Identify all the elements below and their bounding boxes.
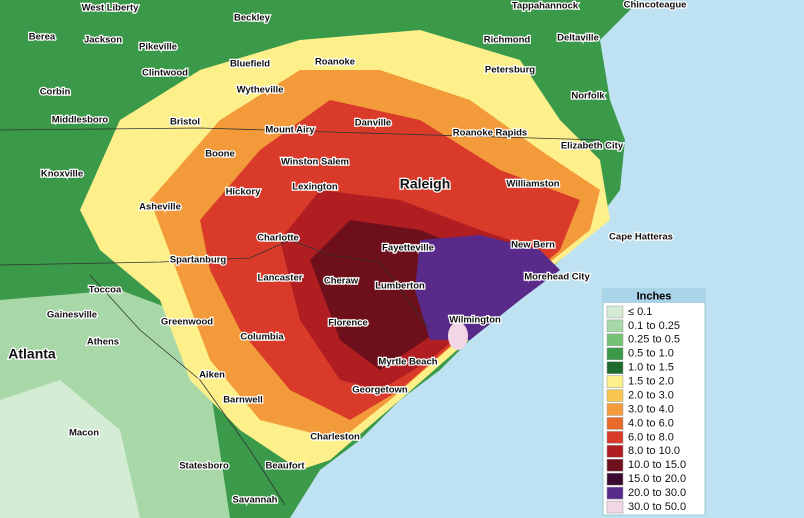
city-label: Berea xyxy=(29,32,56,43)
city-label: Atlanta xyxy=(8,346,56,362)
city-label: Macon xyxy=(69,428,99,439)
city-label: Pikeville xyxy=(139,42,177,53)
city-label: Wytheville xyxy=(237,85,284,96)
state-border xyxy=(0,239,431,331)
city-label: Savannah xyxy=(233,495,278,506)
legend-swatch xyxy=(606,459,624,472)
legend-label: 0.5 to 1.0 xyxy=(628,348,674,360)
city-label: Raleigh xyxy=(400,176,451,192)
legend-label: 20.0 to 30.0 xyxy=(628,487,686,499)
legend-label: 1.0 to 1.5 xyxy=(628,362,674,374)
city-label: Elizabeth City xyxy=(561,141,624,152)
city-label: Mount Airy xyxy=(265,125,315,136)
legend-label: 30.0 to 50.0 xyxy=(628,501,686,513)
city-label: Florence xyxy=(328,318,368,329)
city-label: Athens xyxy=(87,337,119,348)
city-label: Beckley xyxy=(234,13,271,24)
legend-swatch xyxy=(606,472,624,486)
legend-header xyxy=(603,289,705,303)
city-label: Hickory xyxy=(226,187,262,198)
legend-label: 0.1 to 0.25 xyxy=(628,320,680,332)
legend-label: 1.5 to 2.0 xyxy=(628,376,674,388)
city-label: Danville xyxy=(355,118,391,129)
state-border xyxy=(89,274,286,506)
city-label: Corbin xyxy=(40,87,71,98)
legend-label: 2.0 to 3.0 xyxy=(628,389,674,401)
legend-swatch xyxy=(606,431,624,444)
city-label: Statesboro xyxy=(179,461,229,472)
city-label: Bristol xyxy=(170,117,200,128)
city-label: Charleston xyxy=(310,432,360,443)
city-labels: West Liberty Beckley Tappahannock Chinco… xyxy=(7,0,688,507)
city-label: Toccoa xyxy=(89,285,122,296)
legend-label: 15.0 to 20.0 xyxy=(628,473,686,485)
city-label: Tappahannock xyxy=(512,1,579,12)
city-label: Morehead City xyxy=(524,272,590,283)
city-label: Lancaster xyxy=(258,273,303,284)
legend-swatch xyxy=(606,305,624,319)
legend-swatch xyxy=(606,319,624,333)
city-label: Aiken xyxy=(199,370,225,381)
city-label: Cheraw xyxy=(324,276,359,287)
city-label: Jackson xyxy=(84,35,122,46)
city-label: Deltaville xyxy=(557,33,599,44)
city-label: Lexington xyxy=(292,182,338,193)
city-label: Boone xyxy=(205,149,235,160)
city-label: Beaufort xyxy=(265,461,305,472)
rain-band xyxy=(448,322,468,350)
city-label: Richmond xyxy=(484,35,531,46)
legend: Inches ≤ 0.1 0.1 to 0.25 0.25 to 0.5 0.5 to… xyxy=(602,288,706,516)
legend-title: Inches xyxy=(637,290,672,302)
city-label: Williamston xyxy=(506,179,559,190)
legend-swatch xyxy=(606,445,624,458)
legend-swatch xyxy=(606,375,624,388)
city-label: Charlotte xyxy=(257,233,299,244)
city-label: Myrtle Beach xyxy=(378,357,437,368)
city-label: Georgetown xyxy=(352,385,408,396)
city-label: Bluefield xyxy=(230,59,270,70)
legend-swatch xyxy=(606,403,624,416)
city-label: New Bern xyxy=(511,240,555,251)
legend-label: 6.0 to 8.0 xyxy=(628,431,674,443)
city-label: Lumberton xyxy=(375,281,425,292)
city-label: West Liberty xyxy=(82,3,140,14)
legend-label: ≤ 0.1 xyxy=(628,306,652,318)
legend-label: 4.0 to 6.0 xyxy=(628,417,674,429)
legend-swatch xyxy=(606,389,624,402)
legend-swatch xyxy=(606,333,624,347)
city-label: Roanoke Rapids xyxy=(453,128,527,139)
city-label: Chincoteague xyxy=(624,0,687,11)
city-label: Knoxville xyxy=(41,169,83,180)
city-label: Wilmington xyxy=(449,315,501,326)
city-label: Asheville xyxy=(139,202,181,213)
legend-label: 10.0 to 15.0 xyxy=(628,459,686,471)
legend-swatch xyxy=(606,361,624,374)
legend-swatch xyxy=(606,486,624,500)
city-label: Petersburg xyxy=(485,65,535,76)
legend-label: 0.25 to 0.5 xyxy=(628,334,680,346)
state-border xyxy=(0,127,601,141)
city-label: Greenwood xyxy=(161,317,213,328)
rain-band xyxy=(415,235,560,340)
city-label: Roanoke xyxy=(315,57,355,68)
legend-swatch xyxy=(606,347,624,360)
city-label: Gainesville xyxy=(47,310,97,321)
city-label: Clintwood xyxy=(142,68,188,79)
city-label: Barnwell xyxy=(223,395,263,406)
very-light-rain-area xyxy=(0,380,140,518)
city-label: Middlesboro xyxy=(52,115,109,126)
legend-swatch xyxy=(606,417,624,430)
legend-swatch xyxy=(606,500,624,514)
city-label: Fayetteville xyxy=(382,243,434,254)
city-label: Columbia xyxy=(240,332,284,343)
city-label: Spartanburg xyxy=(170,255,227,266)
city-label: Cape Hatteras xyxy=(609,232,673,243)
city-label: Winston Salem xyxy=(281,157,349,168)
city-label: Norfolk xyxy=(571,91,605,102)
legend-label: 8.0 to 10.0 xyxy=(628,445,680,457)
legend-label: 3.0 to 4.0 xyxy=(628,403,674,415)
